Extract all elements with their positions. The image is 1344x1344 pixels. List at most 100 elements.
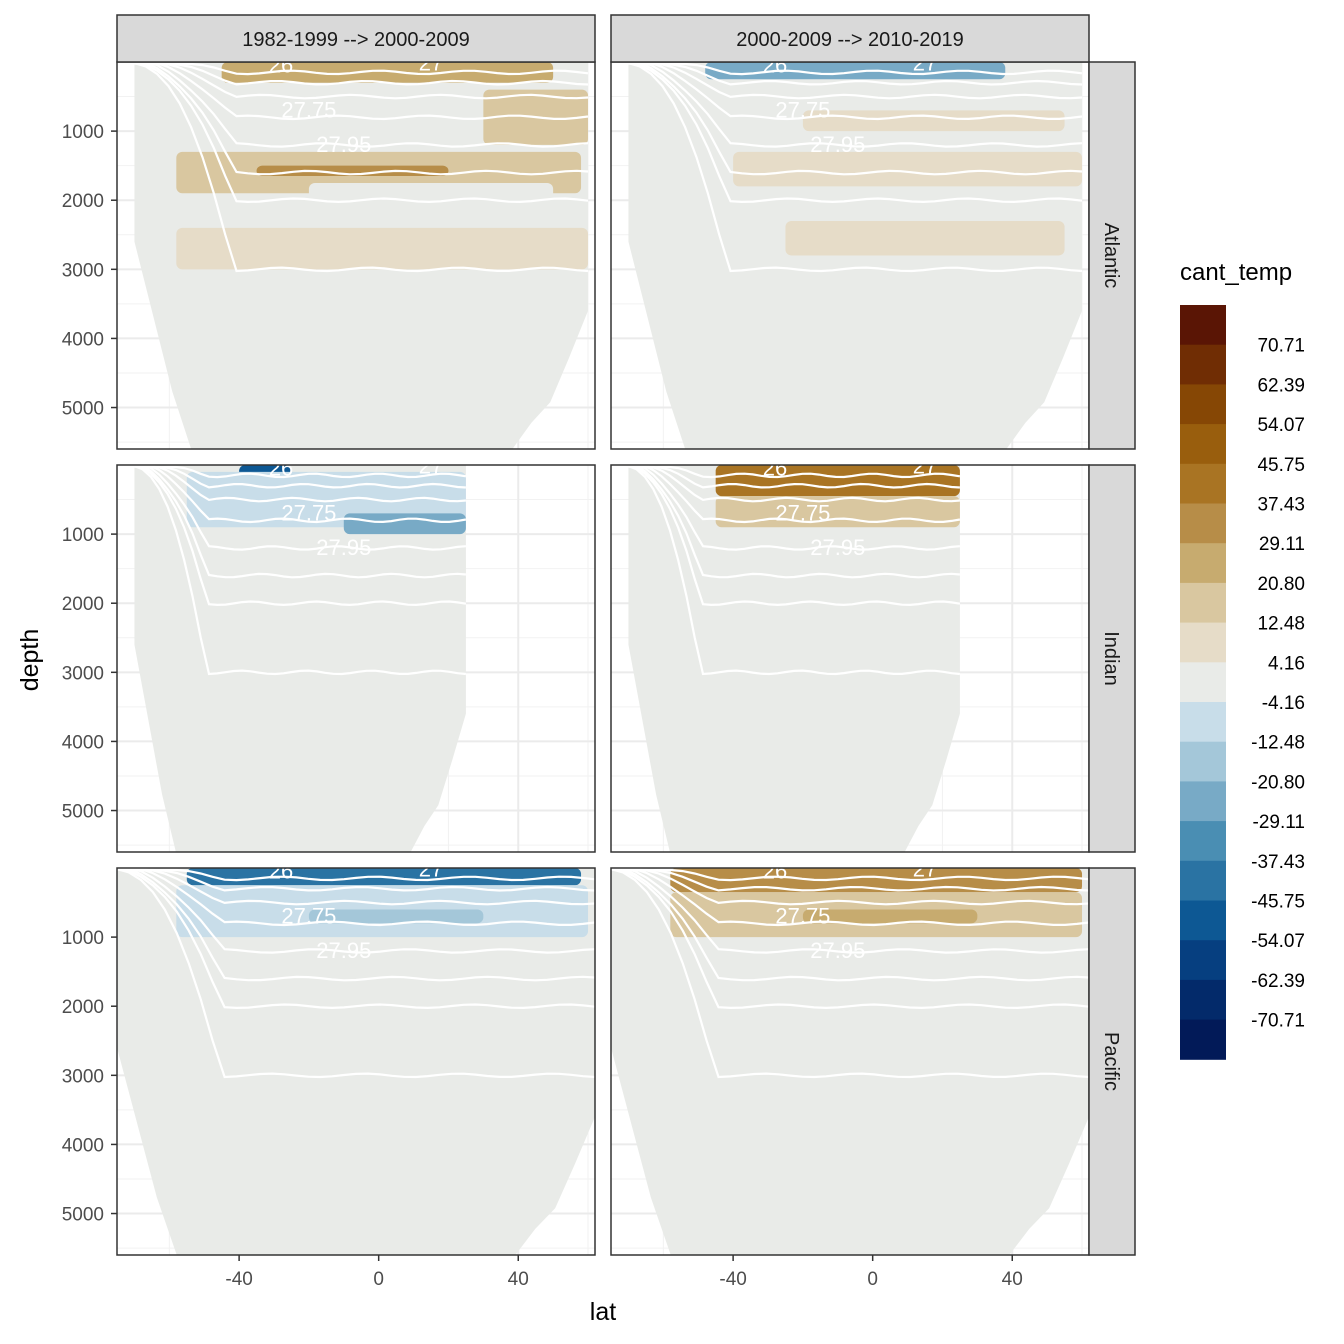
- row-strip: [1088, 464, 1136, 853]
- column-strip-label: 1982-1999 --> 2000-2009: [242, 29, 469, 51]
- ocean-section: [117, 868, 595, 1255]
- y-axis-title: depth: [16, 629, 44, 692]
- contour-line: [628, 62, 1083, 176]
- legend-label: 37.43: [1257, 495, 1305, 516]
- legend-swatch: [1180, 821, 1226, 862]
- anomaly-band: [308, 909, 484, 924]
- contour-line: [611, 868, 1089, 982]
- contour-line: [627, 465, 961, 676]
- contour-label: 27.95: [810, 132, 865, 157]
- y-tick-label: 2000: [62, 191, 104, 212]
- legend-label: -45.75: [1251, 892, 1305, 913]
- legend-swatch: [1180, 860, 1226, 901]
- contour-line: [628, 62, 1083, 148]
- panel-indian-1: 26 27 27.75 27.95: [610, 453, 1090, 853]
- legend-swatch: [1180, 781, 1226, 822]
- y-tick-label: 2000: [62, 594, 104, 615]
- contour-line: [628, 62, 1083, 100]
- legend: 70.71 62.39 54.07 45.75 37.43 29.11 20.80 12.48…: [1180, 305, 1305, 1060]
- legend-label: 70.71: [1257, 336, 1305, 357]
- section-field: [134, 62, 589, 449]
- panel-pacific-0: 26 27 27.75 27.95: [116, 856, 596, 1256]
- x-tick-label: -40: [225, 1269, 252, 1290]
- y-tick-label: 1000: [62, 928, 104, 949]
- contour-line: [117, 868, 595, 1079]
- column-strip: [116, 14, 596, 63]
- section-field: [628, 62, 1083, 449]
- contour-line: [117, 868, 595, 892]
- section-field: [117, 868, 595, 1255]
- contour-line: [117, 868, 595, 1010]
- column-strip: [610, 14, 1090, 63]
- contour-label: 27.75: [775, 97, 830, 122]
- contour-label: 27: [419, 453, 443, 478]
- legend-label: -12.48: [1251, 733, 1305, 754]
- contour-label: 27.95: [810, 938, 865, 963]
- contour-line: [628, 465, 961, 524]
- x-tick-label: -40: [719, 1269, 746, 1290]
- y-axis: 1000 2000 3000 4000 5000 1000 2000 3000 4000 5000…: [62, 122, 117, 1226]
- ocean-section: [611, 868, 1089, 1255]
- legend-label: 62.39: [1257, 375, 1305, 396]
- legend-label: -37.43: [1251, 852, 1305, 873]
- density-contours: 26 27 27.75 27.95: [117, 856, 595, 1079]
- legend-label: -20.80: [1251, 772, 1305, 793]
- contour-line: [628, 465, 960, 489]
- contour-label: 26: [269, 52, 293, 77]
- contour-label: 27: [913, 856, 937, 881]
- contour-line: [134, 465, 466, 503]
- contour-label: 27: [419, 856, 443, 881]
- legend-label: 45.75: [1257, 455, 1305, 476]
- contour-label: 27.95: [316, 938, 371, 963]
- x-axis-title: lat: [590, 1298, 616, 1326]
- contour-line: [134, 465, 467, 607]
- contour-line: [628, 465, 961, 607]
- contour-line: [611, 868, 1089, 906]
- contour-line: [134, 62, 589, 121]
- contour-label: 27: [913, 453, 937, 478]
- y-tick-label: 5000: [62, 1205, 104, 1226]
- legend-title: cant_temp: [1180, 259, 1292, 286]
- contour-line: [134, 465, 467, 524]
- x-tick-label: 40: [508, 1269, 529, 1290]
- panel-indian-0: 26 27 27.75 27.95: [116, 453, 596, 853]
- legend-label: 20.80: [1257, 574, 1305, 595]
- legend-label: -70.71: [1251, 1011, 1305, 1032]
- y-tick-label: 3000: [62, 663, 104, 684]
- row-strip: [1088, 61, 1136, 450]
- contour-label: 27.75: [281, 500, 336, 525]
- panel-pacific-1: 26 27 27.75 27.95: [610, 856, 1090, 1256]
- contour-line: [628, 62, 1083, 121]
- contour-line: [117, 868, 595, 954]
- legend-swatch: [1180, 940, 1226, 981]
- anomaly-band: [705, 62, 1006, 80]
- anomaly-band: [785, 220, 1065, 256]
- density-contours: 26 27 27.75 27.95: [627, 453, 961, 676]
- anomaly-band: [802, 110, 1065, 132]
- legend-swatch: [1180, 543, 1226, 584]
- contour-label: 27: [419, 50, 443, 75]
- anomaly-band: [733, 151, 1083, 187]
- contour-line: [628, 62, 1083, 86]
- contour-label: 26: [269, 858, 293, 883]
- strips-layer: 1982-1999 --> 2000-2009 2000-2009 --> 201…: [116, 14, 1136, 1256]
- contour-line: [117, 868, 595, 927]
- panel-border: [116, 867, 596, 1256]
- contour-label: 26: [763, 455, 787, 480]
- y-tick-label: 1000: [62, 122, 104, 143]
- contour-line: [628, 465, 960, 551]
- x-tick-label: 0: [867, 1269, 878, 1290]
- contour-line: [134, 465, 466, 551]
- row-strip: [1088, 867, 1136, 1256]
- contour-line: [611, 868, 1089, 892]
- contour-label: 27.75: [775, 500, 830, 525]
- contour-line: [134, 62, 589, 273]
- contour-line: [611, 868, 1089, 954]
- y-tick-label: 1000: [62, 525, 104, 546]
- contour-line: [134, 62, 589, 76]
- y-tick-label: 3000: [62, 1066, 104, 1087]
- legend-label: -62.39: [1251, 971, 1305, 992]
- contour-label: 27.95: [316, 535, 371, 560]
- y-tick-label: 4000: [62, 329, 104, 350]
- contour-line: [611, 868, 1089, 1079]
